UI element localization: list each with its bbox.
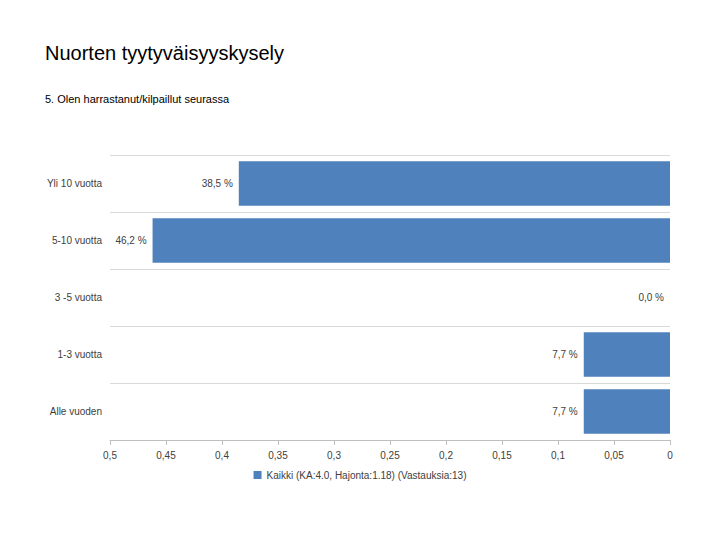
svg-text:Alle vuoden: Alle vuoden [50, 406, 102, 417]
svg-text:0,4: 0,4 [215, 450, 229, 461]
svg-text:0,5: 0,5 [103, 450, 117, 461]
svg-text:0,45: 0,45 [156, 450, 176, 461]
svg-text:7,7 %: 7,7 % [552, 349, 578, 360]
svg-text:3 -5 vuotta: 3 -5 vuotta [55, 292, 103, 303]
svg-text:0,25: 0,25 [380, 450, 400, 461]
svg-text:0,15: 0,15 [492, 450, 512, 461]
svg-text:5. Olen harrastanut/kilpaillut: 5. Olen harrastanut/kilpaillut seurassa [45, 93, 230, 105]
svg-text:5-10 vuotta: 5-10 vuotta [52, 235, 102, 246]
svg-text:0,0 %: 0,0 % [638, 292, 664, 303]
svg-text:1-3 vuotta: 1-3 vuotta [58, 349, 103, 360]
svg-text:0,1: 0,1 [551, 450, 565, 461]
svg-text:0,35: 0,35 [268, 450, 288, 461]
svg-text:7,7 %: 7,7 % [552, 406, 578, 417]
svg-text:0,2: 0,2 [439, 450, 453, 461]
svg-text:Kaikki (KA:4.0, Hajonta:1.18): Kaikki (KA:4.0, Hajonta:1.18) (Vastauksi… [267, 470, 467, 481]
svg-text:0: 0 [667, 450, 673, 461]
svg-text:0,3: 0,3 [327, 450, 341, 461]
svg-text:0,05: 0,05 [604, 450, 624, 461]
svg-text:Yli 10 vuotta: Yli 10 vuotta [47, 178, 102, 189]
svg-text:46,2 %: 46,2 % [115, 235, 146, 246]
svg-text:Nuorten tyytyväisyyskysely: Nuorten tyytyväisyyskysely [45, 42, 284, 64]
svg-text:38,5 %: 38,5 % [202, 178, 233, 189]
